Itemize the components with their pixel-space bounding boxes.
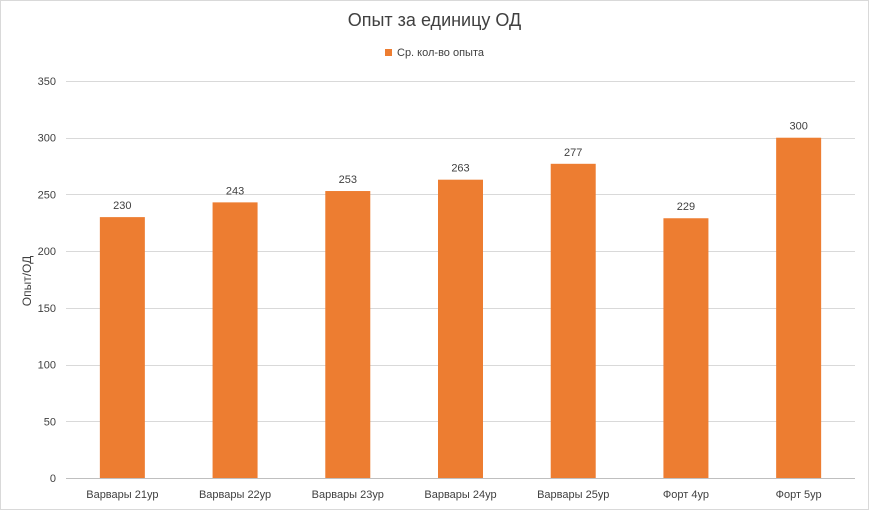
data-label: 229	[677, 201, 695, 213]
y-tick-label: 350	[38, 76, 56, 88]
y-tick-label: 0	[50, 473, 56, 485]
bar	[776, 137, 822, 478]
x-tick-label: Форт 4ур	[663, 489, 709, 501]
y-axis-title: Опыт/ОД	[20, 256, 34, 306]
bars	[99, 137, 822, 479]
x-tick-label: Варвары 25ур	[537, 489, 609, 501]
x-tick-label: Варвары 24ур	[424, 489, 496, 501]
data-labels: 230 243 253 263 277 229 300	[113, 121, 808, 214]
legend-label: Ср. кол-во опыта	[397, 47, 484, 59]
bar	[663, 218, 709, 478]
chart-title: Опыт за единицу ОД	[347, 10, 522, 30]
y-tick-label: 300	[38, 133, 56, 145]
bar	[212, 202, 258, 478]
bar	[550, 163, 596, 478]
x-tick-label: Варвары 22ур	[199, 489, 271, 501]
y-tick-label: 200	[38, 246, 56, 258]
y-tick-label: 250	[38, 189, 56, 201]
legend-swatch	[385, 49, 392, 56]
x-axis-ticks: Варвары 21ур Варвары 22ур Варвары 23ур Варв…	[86, 489, 821, 501]
x-tick-label: Форт 5ур	[776, 489, 822, 501]
data-label: 230	[113, 200, 131, 212]
bar	[438, 179, 483, 478]
data-label: 263	[451, 163, 469, 175]
y-tick-label: 50	[44, 416, 56, 428]
x-tick-label: Варвары 21ур	[86, 489, 158, 501]
bar	[99, 217, 145, 478]
data-label: 300	[789, 121, 807, 133]
data-label: 277	[564, 147, 582, 159]
y-axis-ticks: 0 50 100 150 200 250 300 350	[38, 76, 56, 485]
y-tick-label: 150	[38, 303, 56, 315]
bar	[325, 191, 371, 479]
data-label: 243	[226, 185, 244, 197]
data-label: 253	[339, 174, 357, 186]
legend: Ср. кол-во опыта	[0, 47, 869, 59]
y-tick-label: 100	[38, 360, 56, 372]
x-tick-label: Варвары 23ур	[312, 489, 384, 501]
